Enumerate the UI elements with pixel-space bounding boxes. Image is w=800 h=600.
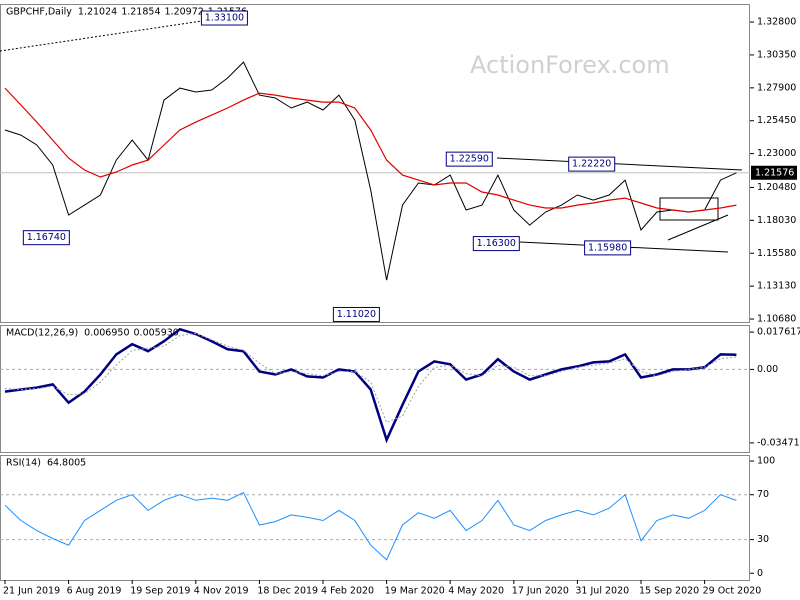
series-line bbox=[4, 61, 737, 281]
y-tick-label: 1.25450 bbox=[757, 115, 796, 126]
series-line bbox=[4, 327, 737, 444]
current-price-label: 1.21576 bbox=[755, 167, 794, 178]
annotation-box bbox=[22, 230, 70, 246]
annotation-label: 1.16300 bbox=[477, 238, 516, 249]
header-value: 1.21854 bbox=[121, 7, 160, 18]
x-tick-label: 17 Jun 2020 bbox=[512, 586, 569, 597]
y-tick-label: 1.10680 bbox=[757, 314, 796, 325]
pane-title: RSI(14) bbox=[6, 458, 41, 469]
y-tick-label: 30 bbox=[757, 534, 769, 545]
x-tick-label: 29 Oct 2020 bbox=[703, 586, 762, 597]
y-tick-label: 1.23000 bbox=[757, 148, 796, 159]
y-tick-label: -0.034711 bbox=[757, 437, 800, 448]
series-line bbox=[4, 87, 737, 213]
annotation-box bbox=[568, 156, 616, 172]
annotation-label: 1.22590 bbox=[450, 154, 489, 165]
y-tick-label: 100 bbox=[757, 456, 775, 467]
header-value: 1.20972 bbox=[165, 7, 204, 18]
annotation-box bbox=[332, 306, 380, 322]
pane-title: MACD(12,26,9) bbox=[6, 328, 78, 339]
x-tick-label: 18 Dec 2019 bbox=[257, 586, 318, 597]
pane-title: GBPCHF,Daily bbox=[6, 7, 72, 18]
header-value: 64.8005 bbox=[47, 458, 86, 469]
rsi-pane bbox=[0, 455, 750, 581]
annotation-box bbox=[584, 240, 632, 256]
y-tick-label: 70 bbox=[757, 489, 769, 500]
y-tick-label: 1.18030 bbox=[757, 215, 796, 226]
y-tick-label: 1.27900 bbox=[757, 82, 796, 93]
annotation-box bbox=[445, 151, 493, 167]
watermark: ActionForex.com bbox=[470, 51, 670, 79]
x-tick-label: 31 Jul 2020 bbox=[575, 586, 629, 597]
y-tick-label: 1.32800 bbox=[757, 17, 796, 28]
y-tick-label: 0 bbox=[757, 568, 763, 579]
trend-line bbox=[0, 17, 223, 52]
annotation-label: 1.16740 bbox=[27, 232, 66, 243]
y-tick-label: 1.30350 bbox=[757, 49, 796, 60]
trend-line bbox=[496, 157, 743, 171]
x-tick-label: 4 May 2020 bbox=[448, 586, 504, 597]
y-tick-label: 0.00 bbox=[757, 364, 778, 375]
macd-pane bbox=[0, 325, 750, 453]
y-tick-label: 1.13130 bbox=[757, 281, 796, 292]
y-tick-label: 1.15580 bbox=[757, 248, 796, 259]
x-tick-label: 19 Sep 2019 bbox=[130, 586, 190, 597]
annotation-box bbox=[472, 236, 520, 252]
header-value: 0.005930 bbox=[134, 328, 179, 339]
x-tick-label: 4 Nov 2019 bbox=[194, 586, 249, 597]
x-tick-label: 15 Sep 2020 bbox=[639, 586, 699, 597]
annotation-label: 1.15980 bbox=[588, 242, 627, 253]
x-tick-label: 19 Mar 2020 bbox=[385, 586, 445, 597]
x-tick-label: 21 Jun 2019 bbox=[3, 586, 60, 597]
current-price-box bbox=[751, 165, 797, 180]
annotation-box bbox=[200, 10, 248, 26]
y-tick-label: 0.017617 bbox=[757, 327, 800, 338]
price-pane bbox=[0, 4, 750, 323]
annotation-label: 1.22220 bbox=[572, 159, 611, 170]
annotation-label: 1.33100 bbox=[205, 13, 244, 24]
x-tick-label: 6 Aug 2019 bbox=[67, 586, 122, 597]
series-line bbox=[4, 491, 737, 561]
x-tick-label: 4 Feb 2020 bbox=[321, 586, 374, 597]
header-value: 1.21024 bbox=[78, 7, 117, 18]
header-value: 0.006950 bbox=[84, 328, 129, 339]
annotation-label: 1.11020 bbox=[337, 309, 376, 320]
range-box bbox=[659, 197, 719, 221]
y-tick-label: 1.20480 bbox=[757, 182, 796, 193]
